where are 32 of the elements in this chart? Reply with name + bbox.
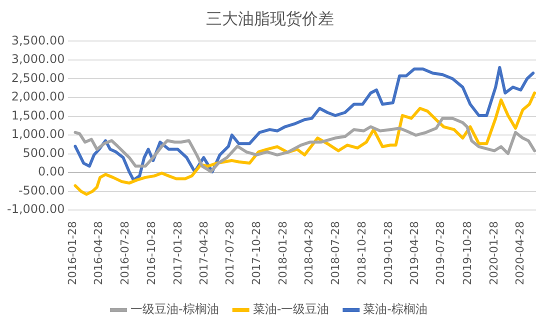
chart-title: 三大油脂现货价差 xyxy=(206,8,334,28)
x-tick-label: 2017-04-28 xyxy=(197,221,210,286)
y-tick-label: -1,000.00 xyxy=(6,202,65,216)
x-tick-label: 2019-10-28 xyxy=(460,221,474,286)
y-tick-label: 1,500.00 xyxy=(11,108,65,122)
x-tick-label: 2018-10-28 xyxy=(355,221,368,286)
y-tick-label: 3,000.00 xyxy=(11,52,65,66)
x-tick-label: 2020-04-28 xyxy=(514,221,527,286)
x-tick-label: 2020-01-28 xyxy=(487,221,500,286)
x-tick-label: 2019-01-28 xyxy=(382,221,396,286)
x-tick-label: 2016-10-28 xyxy=(144,221,158,286)
x-tick-label: 2019-04-28 xyxy=(408,221,421,286)
x-tick-label: 2019-07-28 xyxy=(434,221,448,286)
y-tick-label: -500.00 xyxy=(18,183,65,198)
x-tick-label: 2017-01-28 xyxy=(171,221,184,286)
x-tick-label: 2018-07-28 xyxy=(328,221,342,286)
x-tick-label: 2016-01-28 xyxy=(66,221,79,286)
legend-label: 一级豆油-棕榈油 xyxy=(130,302,219,316)
y-tick-label: 1,000.00 xyxy=(11,127,65,142)
x-tick-label: 2016-04-28 xyxy=(92,221,106,286)
x-tick-label: 2017-10-28 xyxy=(250,221,264,286)
x-tick-label: 2018-01-28 xyxy=(276,221,290,286)
x-tick-label: 2018-04-28 xyxy=(302,221,316,286)
legend-label: 菜油-棕榈油 xyxy=(363,302,428,316)
y-tick-label: 2,500.00 xyxy=(11,70,65,85)
legend-label: 菜油-一级豆油 xyxy=(252,302,330,316)
y-tick-label: 2,000.00 xyxy=(11,90,65,104)
y-tick-label: 500.00 xyxy=(22,146,65,160)
x-tick-label: 2016-07-28 xyxy=(118,221,132,286)
y-tick-label: 0.00 xyxy=(38,164,65,179)
x-tick-label: 2017-07-28 xyxy=(224,221,237,286)
y-tick-label: 3,500.00 xyxy=(11,33,65,48)
